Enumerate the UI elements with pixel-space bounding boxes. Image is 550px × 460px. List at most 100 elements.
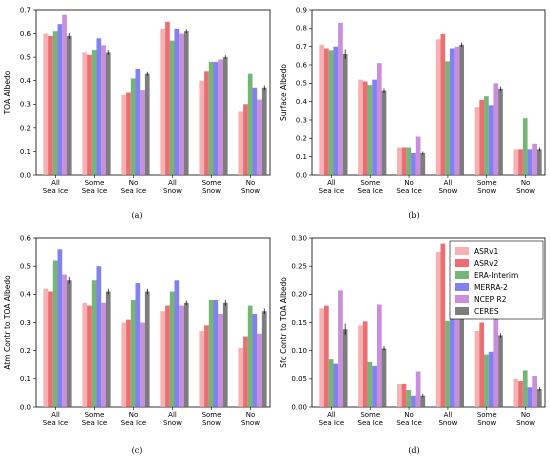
legend-label: NCEP R2 [474,295,507,304]
bar [121,322,127,407]
bar [420,395,426,407]
y-axis-label: Atm Contr to TOA Albedo [3,275,12,370]
bar [247,73,253,175]
x-tick-label: All Sea Ice [43,179,68,195]
bar [342,329,348,407]
x-tick-label: All Snow [163,411,182,427]
bar [252,314,258,407]
bar [518,149,523,175]
y-tick-label: 0.7 [20,6,31,14]
bar [401,147,407,175]
bar [498,88,503,175]
bar [243,336,248,407]
bar [358,79,363,175]
panel-label-d: (d) [408,446,419,455]
bar [513,378,519,407]
bar [435,252,441,407]
bar [532,143,537,175]
bar [204,71,209,175]
bar [488,105,494,175]
bar [319,44,325,176]
bar [82,302,88,407]
bar [459,273,465,407]
bar [243,104,248,175]
bar [222,57,228,176]
bar [406,390,412,407]
bar [105,52,111,175]
bar [449,311,455,407]
bar [338,22,343,176]
bar [372,365,377,407]
y-tick-label: 0.5 [20,263,31,271]
legend-swatch [455,247,469,255]
bar [135,283,141,407]
y-axis-label: Surface Albedo [279,64,288,121]
bar [488,351,494,407]
bar [358,325,363,407]
y-tick-label: 0.25 [291,263,307,271]
bar [199,330,205,407]
bar [208,299,214,407]
bar [513,149,519,175]
y-tick-label: 0.05 [291,375,307,383]
bar [57,24,63,176]
bar [174,280,180,407]
x-tick-label: No Sea Ice [121,411,146,427]
bar [261,87,267,175]
bar [324,305,329,407]
x-tick-label: No Sea Ice [121,179,146,195]
bar [48,35,53,175]
bar [66,280,72,407]
bar [261,311,267,407]
y-tick-label: 0.5 [20,54,31,62]
x-tick-label: All Sea Ice [43,411,68,427]
bar [169,40,175,176]
bar [440,33,446,176]
bar [101,45,106,175]
y-tick-label: 0.0 [20,403,31,411]
y-tick-label: 0.5 [296,80,307,88]
bar [165,305,170,407]
bar [328,50,334,176]
bar [179,33,184,176]
y-axis-label: TOA Albedo [3,70,12,115]
bar [372,79,377,175]
bar [401,383,407,407]
bar [82,52,88,175]
bar [415,371,421,407]
bar [87,305,92,407]
bar [498,335,503,407]
bar [257,333,262,407]
bar [96,38,102,176]
x-tick-label: No Sea Ice [396,411,421,427]
bar [43,288,49,407]
bar [536,388,542,407]
bar [411,395,416,407]
y-tick-label: 0.3 [20,101,31,109]
legend-swatch [455,307,469,315]
bar [319,308,325,407]
y-tick-label: 0.0 [296,171,307,179]
x-tick-label: Some Snow [477,411,497,427]
x-tick-label: Some Sea Ice [82,411,107,427]
x-tick-label: Some Snow [202,179,222,195]
bar [454,46,460,175]
bar [479,322,485,407]
bar [445,61,450,176]
bar [532,376,537,407]
bar [199,80,205,175]
bar [130,299,136,407]
y-tick-label: 0.1 [20,148,31,156]
x-tick-label: No Snow [241,411,260,427]
legend-label: ERA-Interim [474,271,518,280]
chart-panel-b: 0.0 0.1 0.2 0.3 0.4 0.5 0.6 0.7 0.8 0.9 Surface Al… [279,6,546,195]
y-tick-label: 0.6 [20,30,32,38]
legend-swatch [455,283,469,291]
bar [126,92,131,175]
y-tick-label: 0.8 [296,25,307,33]
bar [527,387,533,407]
bar [522,118,528,175]
bar [440,243,446,407]
y-tick-label: 0.10 [291,347,307,355]
bar [183,302,189,407]
